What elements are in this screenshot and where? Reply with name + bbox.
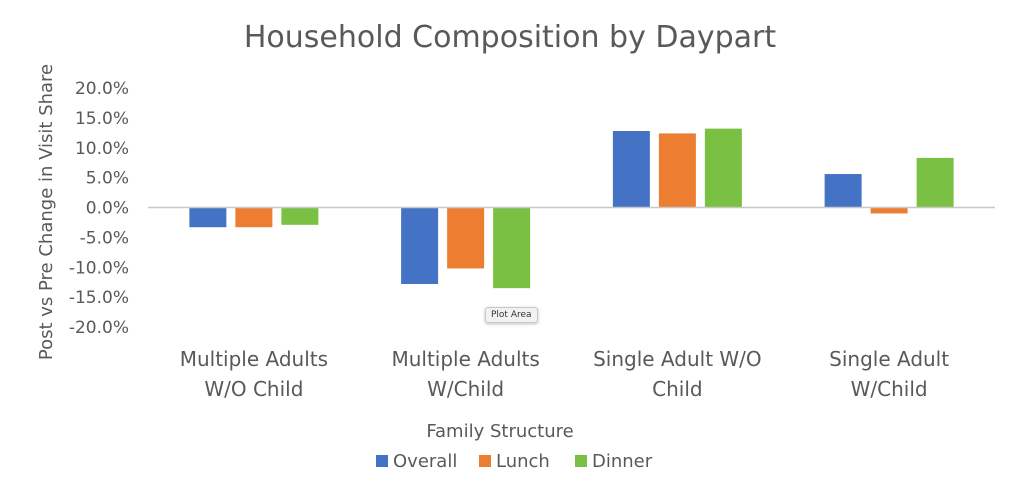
- legend-swatch-lunch: [479, 455, 491, 467]
- legend: Overall Lunch Dinner: [376, 451, 653, 472]
- bar-dinner[interactable]: [916, 157, 954, 208]
- chart-title: Household Composition by Daypart: [244, 20, 777, 55]
- bar-overall[interactable]: [824, 174, 862, 208]
- legend-label-overall: Overall: [393, 451, 457, 472]
- bar-lunch[interactable]: [870, 207, 908, 214]
- y-tick-label: -20.0%: [69, 318, 129, 338]
- bar-lunch[interactable]: [235, 207, 273, 228]
- x-category-label: Multiple Adults: [391, 347, 539, 371]
- x-axis-label: Family Structure: [426, 421, 573, 442]
- x-category-label: Single Adult W/O: [593, 347, 762, 371]
- x-category-label: Single Adult: [829, 347, 949, 371]
- legend-label-lunch: Lunch: [496, 451, 550, 472]
- bars: [189, 128, 954, 289]
- x-category-label: Child: [652, 377, 702, 401]
- y-tick-label: 5.0%: [86, 169, 129, 189]
- y-axis-label: Post vs Pre Change in Visit Share: [36, 64, 57, 360]
- y-tick-label: 15.0%: [75, 109, 129, 129]
- legend-swatch-overall: [376, 455, 388, 467]
- x-category-label: W/Child: [851, 377, 928, 401]
- y-tick-label: 0.0%: [86, 199, 129, 219]
- bar-dinner[interactable]: [281, 207, 319, 225]
- y-axis-ticks: 20.0% 15.0% 10.0% 5.0% 0.0% -5.0% -10.0% -15.0%…: [69, 79, 129, 338]
- x-category-label: W/O Child: [204, 377, 303, 401]
- y-tick-label: 20.0%: [75, 79, 129, 99]
- legend-swatch-dinner: [575, 455, 587, 467]
- y-tick-label: -5.0%: [80, 228, 129, 248]
- bar-lunch[interactable]: [447, 207, 485, 269]
- x-axis-categories: Multiple Adults W/O Child Multiple Adults W…: [180, 347, 950, 401]
- bar-lunch[interactable]: [658, 133, 696, 208]
- plot-area-tooltip: Plot Area: [485, 307, 538, 323]
- y-tick-label: 10.0%: [75, 139, 129, 159]
- legend-label-dinner: Dinner: [592, 451, 653, 472]
- bar-overall[interactable]: [612, 131, 650, 208]
- bar-overall[interactable]: [401, 207, 439, 284]
- bar-dinner[interactable]: [704, 128, 742, 208]
- y-tick-label: -15.0%: [69, 288, 129, 308]
- x-category-label: W/Child: [427, 377, 504, 401]
- y-tick-label: -10.0%: [69, 258, 129, 278]
- bar-dinner[interactable]: [493, 207, 531, 289]
- bar-overall[interactable]: [189, 207, 227, 228]
- x-category-label: Multiple Adults: [180, 347, 328, 371]
